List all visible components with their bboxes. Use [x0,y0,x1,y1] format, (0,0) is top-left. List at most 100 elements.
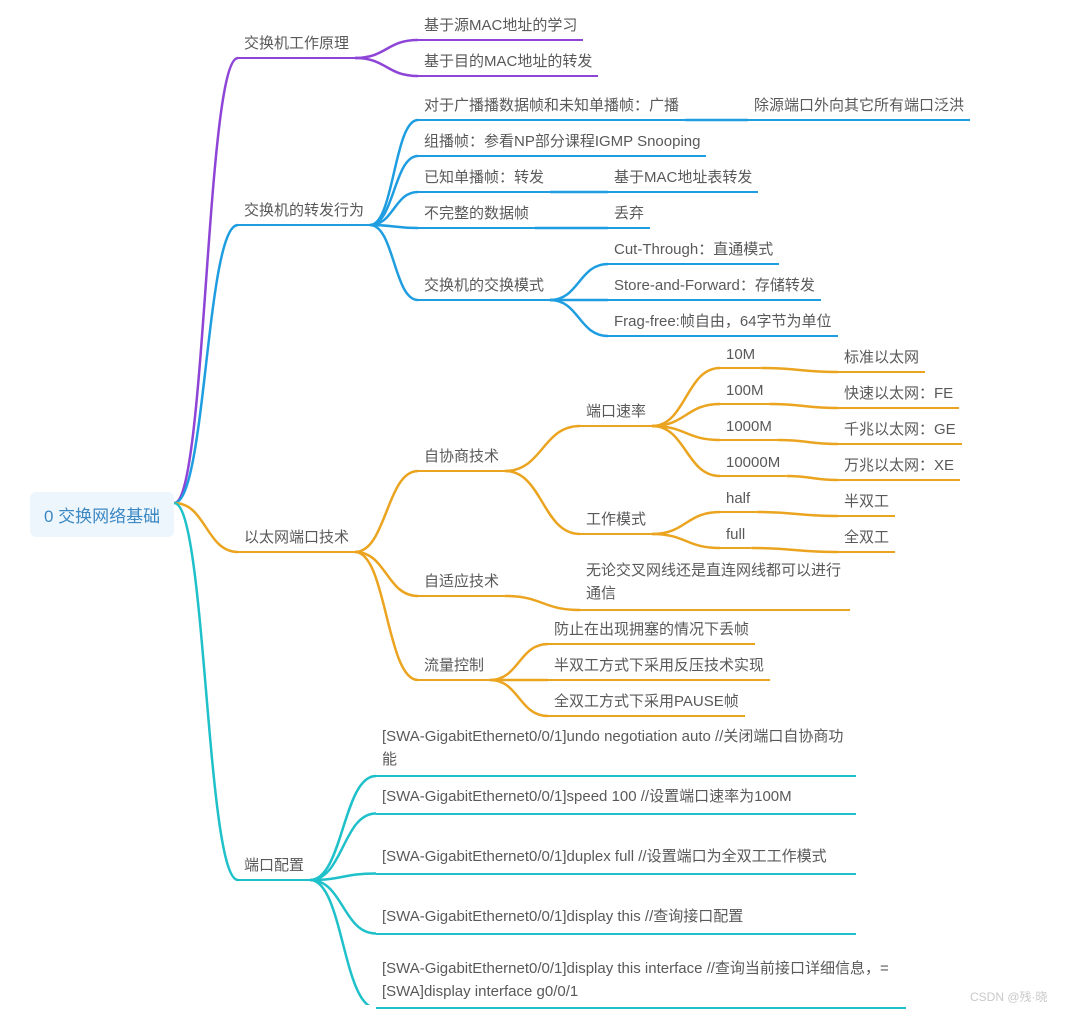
node-label: 丢弃 [614,205,644,222]
mindmap-node: 万兆以太网：XE [838,452,960,481]
edge [505,471,580,534]
mindmap-node: 端口配置 [238,852,310,881]
mindmap-node: full [720,524,751,549]
node-label: 端口配置 [244,857,304,874]
node-label: Frag-free:帧自由，64字节为单位 [614,313,832,330]
edge [370,156,418,225]
node-label: [SWA-GigabitEthernet0/0/1]speed 100 //设置… [382,788,792,805]
root-node: 0 交换网络基础 [30,492,174,537]
mindmap-node: 丢弃 [608,200,650,229]
mindmap-node: 交换机工作原理 [238,30,355,59]
mindmap-node: 千兆以太网：GE [838,416,962,445]
mindmap-node: 半双工 [838,488,895,517]
node-label: 除源端口外向其它所有端口泛洪 [754,97,964,114]
node-label: Cut-Through：直通模式 [614,241,773,258]
node-label: 全双工方式下采用PAUSE帧 [554,693,739,710]
mindmap-node: 交换机的交换模式 [418,272,550,301]
mindmap-node: 组播帧：参看NP部分课程IGMP Snooping [418,128,706,157]
mindmap-node: 全双工 [838,524,895,553]
node-label: 流量控制 [424,657,484,674]
node-label: 基于MAC地址表转发 [614,169,752,186]
edge [370,225,418,300]
mindmap-node: 交换机的转发行为 [238,197,370,226]
edge [761,368,838,372]
node-label: 半双工方式下采用反压技术实现 [554,657,764,674]
mindmap-node: 防止在出现拥塞的情况下丢帧 [548,616,755,645]
mindmap-node: 以太网端口技术 [238,524,355,553]
mindmap-node: 自协商技术 [418,443,505,472]
edge [174,58,238,503]
node-label: 10M [726,346,755,363]
mindmap-node: 基于MAC地址表转发 [608,164,758,193]
node-label: 对于广播播数据帧和未知单播帧：广播 [424,97,679,114]
edge [505,596,580,610]
node-label: 组播帧：参看NP部分课程IGMP Snooping [424,133,700,150]
mindmap-node: Cut-Through：直通模式 [608,236,779,265]
mindmap-node: 工作模式 [580,506,652,535]
edge [355,40,418,58]
mindmap-node: 标准以太网 [838,344,925,373]
watermark-text: CSDN @残·晓 [970,990,1048,1004]
node-label: [SWA-GigabitEthernet0/0/1]display this /… [382,908,743,925]
edge [355,552,418,596]
edge [355,471,418,552]
node-label: 自协商技术 [424,448,499,465]
edge [174,503,238,552]
mindmap-node: 已知单播帧：转发 [418,164,550,193]
node-label: 防止在出现拥塞的情况下丢帧 [554,621,749,638]
node-label: 自适应技术 [424,573,499,590]
node-label: [SWA-GigabitEthernet0/0/1]duplex full //… [382,848,827,865]
node-label: 千兆以太网：GE [844,421,956,438]
edge [355,58,418,76]
node-label: 不完整的数据帧 [424,205,529,222]
mindmap-node: 对于广播播数据帧和未知单播帧：广播 [418,92,685,121]
mindmap-node: 基于目的MAC地址的转发 [418,48,598,77]
node-label: 基于源MAC地址的学习 [424,17,577,34]
mindmap-node: 无论交叉网线还是直连网线都可以进行通信 [580,558,850,611]
node-label: Store-and-Forward：存储转发 [614,277,815,294]
node-label: [SWA-GigabitEthernet0/0/1]display this i… [382,960,889,1000]
node-label: 交换机的交换模式 [424,277,544,294]
edge [652,368,720,426]
edge [770,404,838,408]
mindmap-node: 流量控制 [418,652,490,681]
mindmap-node: 自适应技术 [418,568,505,597]
node-label: 全双工 [844,529,889,546]
mindmap-node: 1000M [720,416,778,441]
node-label: 以太网端口技术 [244,529,349,546]
edge [550,300,608,336]
mindmap-node: Frag-free:帧自由，64字节为单位 [608,308,838,337]
edge [786,476,838,480]
node-label: full [726,526,745,543]
edge [310,880,376,934]
node-label: 100M [726,382,764,399]
edge [751,548,838,552]
edge [778,440,838,444]
node-label: 1000M [726,418,772,435]
node-label: 快速以太网：FE [844,385,953,402]
mindmap-node: 基于源MAC地址的学习 [418,12,583,41]
edge [310,880,376,1005]
mindmap-node: [SWA-GigabitEthernet0/0/1]display this /… [376,904,856,935]
node-label: 基于目的MAC地址的转发 [424,53,592,70]
edge [652,512,720,534]
mindmap-node: 快速以太网：FE [838,380,959,409]
mindmap-node: 全双工方式下采用PAUSE帧 [548,688,745,717]
mindmap-node: 端口速率 [580,398,652,427]
node-label: 交换机的转发行为 [244,202,364,219]
node-label: 无论交叉网线还是直连网线都可以进行通信 [586,562,841,602]
watermark: CSDN @残·晓 [970,988,1048,1005]
node-label: [SWA-GigabitEthernet0/0/1]undo negotiati… [382,728,843,768]
edge [505,426,580,471]
mindmap-node: [SWA-GigabitEthernet0/0/1]duplex full //… [376,844,856,875]
node-label: half [726,490,750,507]
node-label: 标准以太网 [844,349,919,366]
edge [550,264,608,300]
node-label: 端口速率 [586,403,646,420]
node-label: 万兆以太网：XE [844,457,954,474]
edge [490,644,548,680]
mindmap-node: 除源端口外向其它所有端口泛洪 [748,92,970,121]
mindmap-node: Store-and-Forward：存储转发 [608,272,821,301]
edge [310,814,376,881]
node-label: 半双工 [844,493,889,510]
